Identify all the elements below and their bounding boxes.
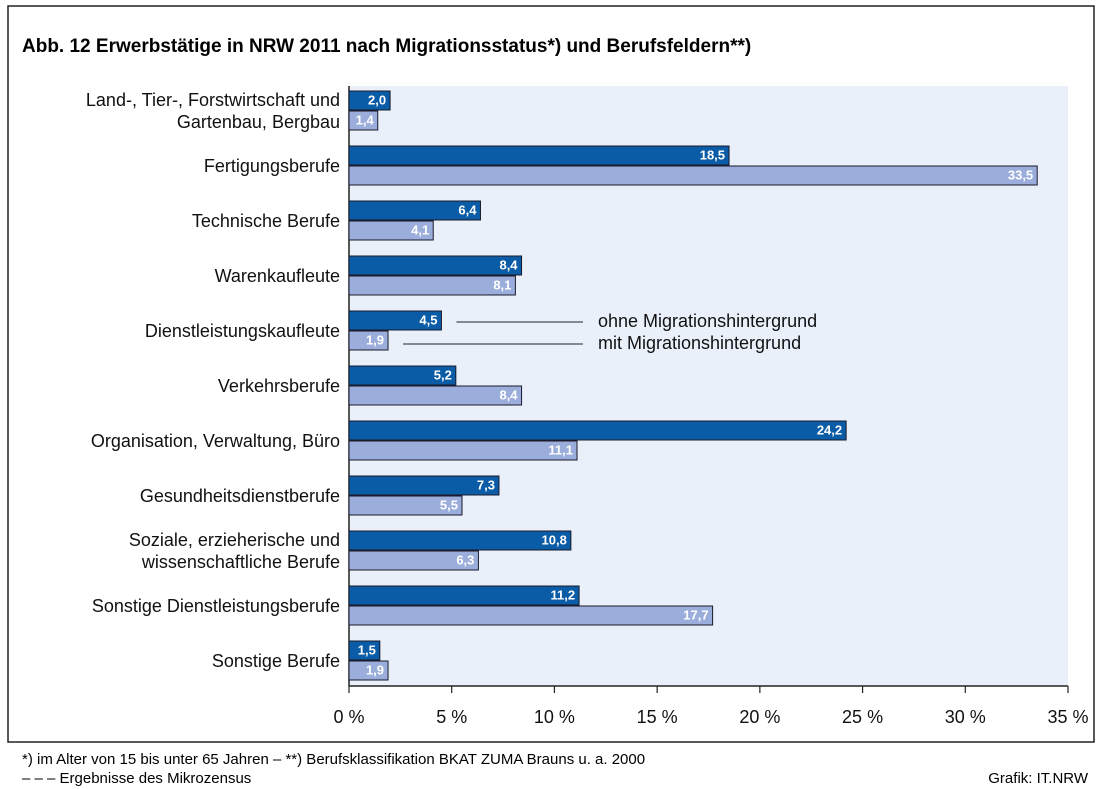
chart-title: Abb. 12 Erwerbstätige in NRW 2011 nach M… bbox=[22, 36, 751, 57]
legend-label: ohne Migrationshintergrund bbox=[598, 311, 817, 331]
value-label: 1,4 bbox=[356, 112, 375, 127]
bar bbox=[348, 495, 463, 516]
value-label: 24,2 bbox=[817, 422, 842, 437]
bar bbox=[348, 275, 516, 296]
value-label: 1,9 bbox=[366, 662, 384, 677]
footnote: *) im Alter von 15 bis unter 65 Jahren –… bbox=[22, 751, 645, 768]
category-label: Fertigungsberufe bbox=[203, 156, 340, 176]
x-tick-label: 5 % bbox=[436, 707, 467, 727]
bar bbox=[348, 440, 578, 461]
value-label: 8,1 bbox=[493, 277, 511, 292]
bar bbox=[348, 255, 523, 276]
x-tick-label: 10 % bbox=[534, 707, 575, 727]
bar bbox=[348, 640, 381, 661]
bar bbox=[348, 660, 389, 681]
value-label: 11,2 bbox=[550, 587, 575, 602]
bar bbox=[348, 145, 730, 166]
category-label: Sonstige Berufe bbox=[211, 651, 340, 671]
x-tick-label: 30 % bbox=[945, 707, 986, 727]
value-label: 6,4 bbox=[458, 202, 477, 217]
source-note: – – – Ergebnisse des Mikrozensus bbox=[22, 770, 251, 787]
value-label: 7,3 bbox=[477, 477, 495, 492]
x-tick-label: 25 % bbox=[842, 707, 883, 727]
category-label: Dienstleistungskaufleute bbox=[144, 321, 340, 341]
value-label: 11,1 bbox=[548, 442, 573, 457]
value-label: 10,8 bbox=[542, 532, 567, 547]
frame bbox=[7, 5, 1095, 743]
bar bbox=[348, 605, 714, 626]
value-label: 6,3 bbox=[456, 552, 474, 567]
bar bbox=[348, 475, 500, 496]
value-label: 4,5 bbox=[419, 312, 437, 327]
value-label: 4,1 bbox=[411, 222, 429, 237]
value-label: 17,7 bbox=[683, 607, 708, 622]
value-label: 2,0 bbox=[368, 92, 386, 107]
x-tick-label: 20 % bbox=[739, 707, 780, 727]
x-tick-label: 15 % bbox=[637, 707, 678, 727]
bar bbox=[348, 585, 580, 606]
bar bbox=[348, 365, 457, 386]
bar bbox=[348, 310, 442, 331]
category-label: Gesundheitsdienstberufe bbox=[139, 486, 340, 506]
bar bbox=[348, 110, 379, 131]
x-tick-label: 35 % bbox=[1047, 707, 1088, 727]
category-label: Verkehrsberufe bbox=[217, 376, 340, 396]
bar bbox=[348, 220, 434, 241]
value-label: 5,2 bbox=[434, 367, 452, 382]
value-label: 18,5 bbox=[700, 147, 725, 162]
bar bbox=[348, 330, 389, 351]
value-label: 8,4 bbox=[499, 387, 518, 402]
category-label: Soziale, erzieherische und wissenschaftl… bbox=[128, 530, 340, 572]
category-label: Organisation, Verwaltung, Büro bbox=[90, 431, 340, 451]
value-label: 1,9 bbox=[366, 332, 384, 347]
category-label: Sonstige Dienstleistungsberufe bbox=[91, 596, 340, 616]
value-label: 33,5 bbox=[1008, 167, 1033, 182]
value-label: 1,5 bbox=[358, 642, 376, 657]
bar bbox=[348, 530, 572, 551]
value-label: 8,4 bbox=[499, 257, 518, 272]
bar bbox=[348, 200, 481, 221]
bar bbox=[348, 165, 1038, 186]
category-label: Warenkaufleute bbox=[214, 266, 340, 286]
category-label: Land-, Tier-, Forstwirtschaft und Garten… bbox=[85, 90, 340, 132]
value-label: 5,5 bbox=[440, 497, 458, 512]
bar bbox=[348, 550, 479, 571]
credit: Grafik: IT.NRW bbox=[988, 770, 1089, 787]
x-tick-label: 0 % bbox=[333, 707, 364, 727]
bar bbox=[348, 385, 523, 406]
category-label: Technische Berufe bbox=[191, 211, 340, 231]
bar bbox=[348, 420, 847, 441]
legend-label: mit Migrationshintergrund bbox=[598, 333, 801, 353]
bar bbox=[348, 90, 391, 111]
